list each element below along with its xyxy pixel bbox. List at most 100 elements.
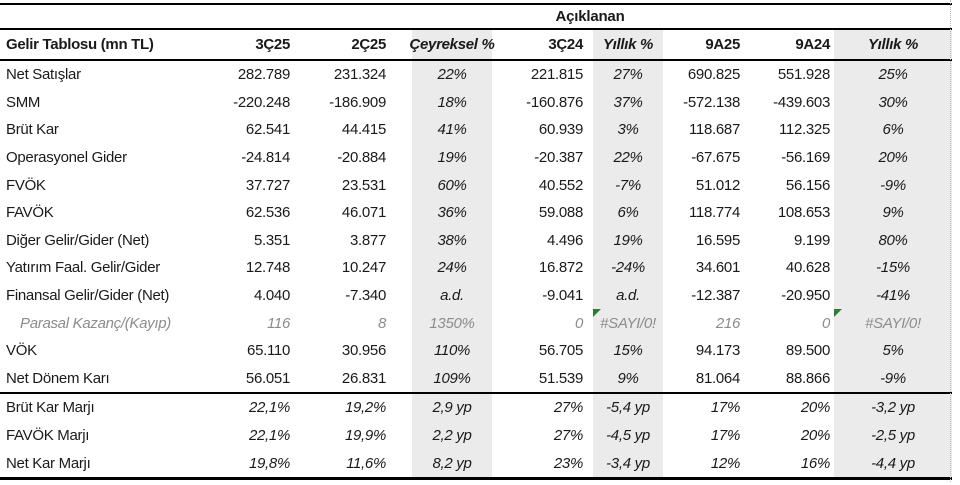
- column-header[interactable]: 2Ç25: [351, 36, 386, 53]
- table-cell[interactable]: 22,1%: [248, 399, 290, 417]
- table-cell[interactable]: 44.415: [341, 121, 386, 139]
- table-cell[interactable]: 4.496: [546, 231, 583, 249]
- table-cell[interactable]: 20%: [800, 399, 830, 417]
- table-cell[interactable]: 51.539: [538, 369, 583, 387]
- table-cell[interactable]: 9%: [834, 198, 952, 227]
- table-cell[interactable]: 9%: [593, 364, 663, 393]
- table-cell[interactable]: 112.325: [778, 121, 830, 139]
- table-cell[interactable]: 41%: [412, 116, 492, 144]
- table-cell[interactable]: 34.601: [695, 259, 740, 277]
- table-cell[interactable]: -24%: [593, 254, 663, 282]
- table-cell[interactable]: 65.110: [247, 342, 290, 360]
- table-cell[interactable]: -5,4 yp: [593, 394, 663, 422]
- table-cell[interactable]: 36%: [412, 198, 492, 227]
- table-cell[interactable]: -9.041: [542, 287, 583, 305]
- table-cell[interactable]: 2,2 yp: [412, 421, 492, 450]
- row-label[interactable]: FVÖK: [6, 176, 46, 194]
- column-header[interactable]: 9A24: [795, 36, 830, 53]
- table-cell[interactable]: -41%: [834, 281, 952, 310]
- table-cell[interactable]: -160.876: [526, 93, 583, 111]
- table-cell[interactable]: 8,2 yp: [412, 449, 492, 477]
- table-cell[interactable]: 22%: [593, 143, 663, 172]
- table-cell[interactable]: -67.675: [691, 149, 740, 167]
- row-label[interactable]: Brüt Kar Marjı: [6, 399, 95, 417]
- table-cell[interactable]: 20%: [800, 427, 830, 445]
- table-cell[interactable]: a.d.: [593, 281, 663, 310]
- table-cell[interactable]: 8: [377, 314, 386, 332]
- table-cell[interactable]: 2,9 yp: [412, 394, 492, 422]
- table-cell[interactable]: 27%: [553, 427, 583, 445]
- table-cell[interactable]: 16.872: [538, 259, 583, 277]
- table-cell[interactable]: 38%: [412, 226, 492, 255]
- table-cell[interactable]: 282.789: [237, 66, 290, 84]
- table-cell[interactable]: 12%: [710, 454, 740, 472]
- table-cell[interactable]: -7.340: [345, 287, 386, 305]
- table-cell[interactable]: -20.950: [781, 287, 830, 305]
- table-cell[interactable]: -9%: [834, 171, 952, 199]
- table-cell[interactable]: 17%: [710, 399, 740, 417]
- table-cell[interactable]: -12.387: [691, 287, 740, 305]
- table-cell[interactable]: 26.831: [341, 369, 386, 387]
- table-cell[interactable]: 37%: [593, 88, 663, 117]
- table-cell[interactable]: 6%: [593, 198, 663, 227]
- table-cell[interactable]: 25%: [834, 61, 952, 89]
- table-cell[interactable]: 46.071: [341, 204, 386, 222]
- table-cell[interactable]: 80%: [834, 226, 952, 255]
- table-cell[interactable]: 56.705: [538, 342, 583, 360]
- table-cell[interactable]: 12.748: [245, 259, 290, 277]
- table-cell[interactable]: 62.536: [245, 204, 290, 222]
- table-cell[interactable]: 11,6%: [346, 454, 386, 472]
- table-cell[interactable]: 20%: [834, 143, 952, 172]
- table-cell[interactable]: 18%: [412, 88, 492, 117]
- table-cell[interactable]: 19%: [412, 143, 492, 172]
- table-cell[interactable]: 37.727: [245, 176, 290, 194]
- column-header[interactable]: 3Ç24: [548, 36, 583, 53]
- table-cell[interactable]: #SAYI/0!: [834, 309, 952, 337]
- table-cell[interactable]: -2,5 yp: [834, 421, 952, 450]
- table-cell[interactable]: 6%: [834, 116, 952, 144]
- table-cell[interactable]: 0: [574, 314, 583, 332]
- table-cell[interactable]: 118.774: [688, 204, 740, 222]
- table-cell[interactable]: 221.815: [530, 66, 583, 84]
- table-cell[interactable]: -20.884: [337, 149, 386, 167]
- table-cell[interactable]: 109%: [412, 364, 492, 393]
- table-cell[interactable]: -24.814: [241, 149, 290, 167]
- table-cell[interactable]: 216: [715, 314, 740, 332]
- row-label[interactable]: Net Kar Marjı: [6, 454, 91, 472]
- table-cell[interactable]: -56.169: [781, 149, 830, 167]
- row-label[interactable]: Brüt Kar: [6, 121, 59, 139]
- table-cell[interactable]: 231.324: [333, 66, 386, 84]
- table-cell[interactable]: 0: [821, 314, 830, 332]
- table-cell[interactable]: 40.628: [785, 259, 830, 277]
- table-cell[interactable]: 30%: [834, 88, 952, 117]
- table-cell[interactable]: 19,2%: [344, 399, 386, 417]
- table-cell[interactable]: 19%: [593, 226, 663, 255]
- table-cell[interactable]: -572.138: [683, 93, 740, 111]
- table-cell[interactable]: -4,5 yp: [593, 421, 663, 450]
- table-cell[interactable]: 23.531: [341, 176, 386, 194]
- table-cell[interactable]: -3,2 yp: [834, 394, 952, 422]
- table-cell[interactable]: 116: [266, 314, 290, 332]
- table-cell[interactable]: -4,4 yp: [834, 449, 952, 477]
- table-cell[interactable]: -7%: [593, 171, 663, 199]
- table-cell[interactable]: -9%: [834, 364, 952, 393]
- table-cell[interactable]: 27%: [553, 399, 583, 417]
- table-cell[interactable]: 24%: [412, 254, 492, 282]
- table-cell[interactable]: 23%: [553, 454, 583, 472]
- row-label[interactable]: VÖK: [6, 342, 37, 360]
- table-cell[interactable]: 89.500: [785, 342, 830, 360]
- table-cell[interactable]: 5%: [834, 336, 952, 365]
- table-cell[interactable]: 19,9%: [344, 427, 386, 445]
- table-cell[interactable]: 118.687: [688, 121, 740, 139]
- row-label[interactable]: Diğer Gelir/Gider (Net): [6, 231, 150, 249]
- table-cell[interactable]: 30.956: [341, 342, 386, 360]
- table-cell[interactable]: 88.866: [785, 369, 830, 387]
- table-cell[interactable]: 22%: [412, 61, 492, 89]
- row-label[interactable]: Operasyonel Gider: [6, 149, 127, 167]
- table-cell[interactable]: -220.248: [233, 93, 290, 111]
- table-cell[interactable]: 3%: [593, 116, 663, 144]
- table-cell[interactable]: 22,1%: [248, 427, 290, 445]
- table-cell[interactable]: 5.351: [253, 231, 290, 249]
- table-cell[interactable]: 81.064: [695, 369, 740, 387]
- table-cell[interactable]: 56.156: [785, 176, 830, 194]
